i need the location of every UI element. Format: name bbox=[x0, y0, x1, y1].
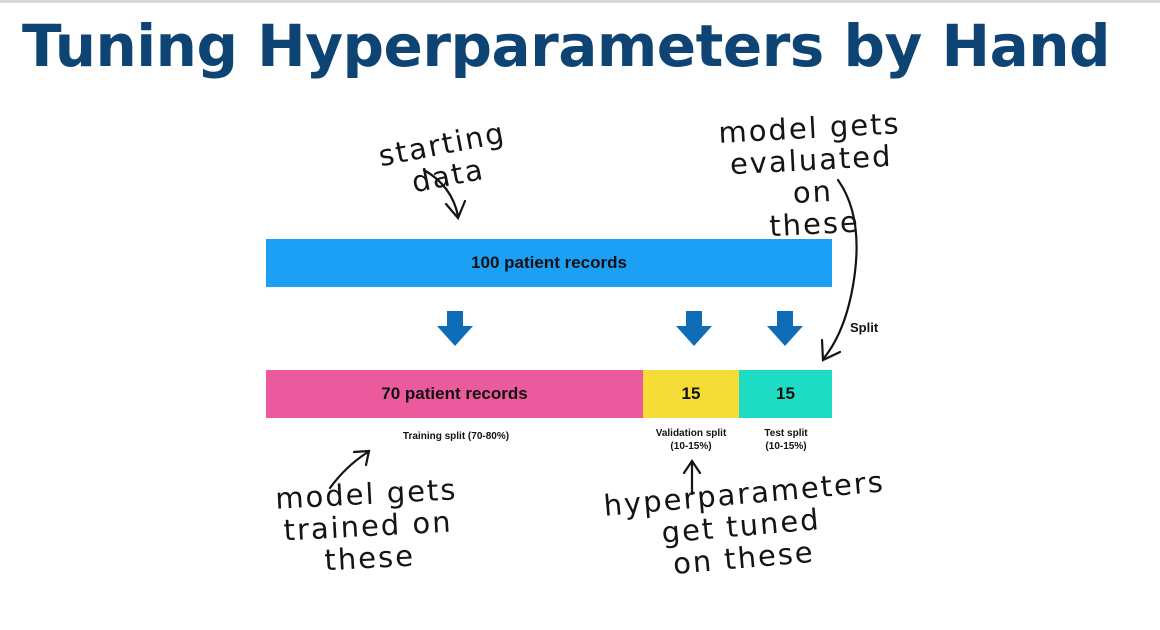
validation-split-caption-line2: (10-15%) bbox=[670, 441, 712, 452]
slide-title: Tuning Hyperparameters by Hand bbox=[22, 12, 1111, 80]
split-label: Split bbox=[850, 320, 879, 335]
test-split-caption: Test split (10-15%) bbox=[740, 427, 832, 453]
training-split-caption-line1: Training split (70-80%) bbox=[402, 431, 510, 442]
top-border bbox=[0, 0, 1160, 3]
down-arrow-validation bbox=[676, 311, 712, 346]
validation-segment-label: 15 bbox=[681, 384, 701, 403]
test-segment-label: 15 bbox=[776, 384, 795, 403]
test-segment: 15 bbox=[739, 370, 832, 418]
test-split-caption-line1: Test split bbox=[764, 428, 808, 439]
down-arrow-test bbox=[767, 311, 803, 346]
full-dataset-label: 100 patient records bbox=[471, 253, 627, 272]
validation-split-caption: Validation split (10-15%) bbox=[636, 427, 746, 453]
trained-arrow bbox=[328, 449, 371, 490]
training-split-caption: Training split (70-80%) bbox=[376, 430, 536, 443]
full-dataset-bar: 100 patient records bbox=[266, 239, 832, 287]
training-segment-label: 70 patient records bbox=[381, 384, 528, 403]
tuned-arrow bbox=[682, 459, 702, 496]
test-split-caption-line2: (10-15%) bbox=[765, 441, 807, 452]
evaluated-arrow bbox=[820, 178, 858, 362]
validation-segment: 15 bbox=[643, 370, 739, 418]
down-arrow-training bbox=[437, 311, 473, 346]
starting-data-arrow bbox=[422, 168, 467, 221]
validation-split-caption-line1: Validation split bbox=[655, 428, 727, 439]
training-segment: 70 patient records bbox=[266, 370, 643, 418]
